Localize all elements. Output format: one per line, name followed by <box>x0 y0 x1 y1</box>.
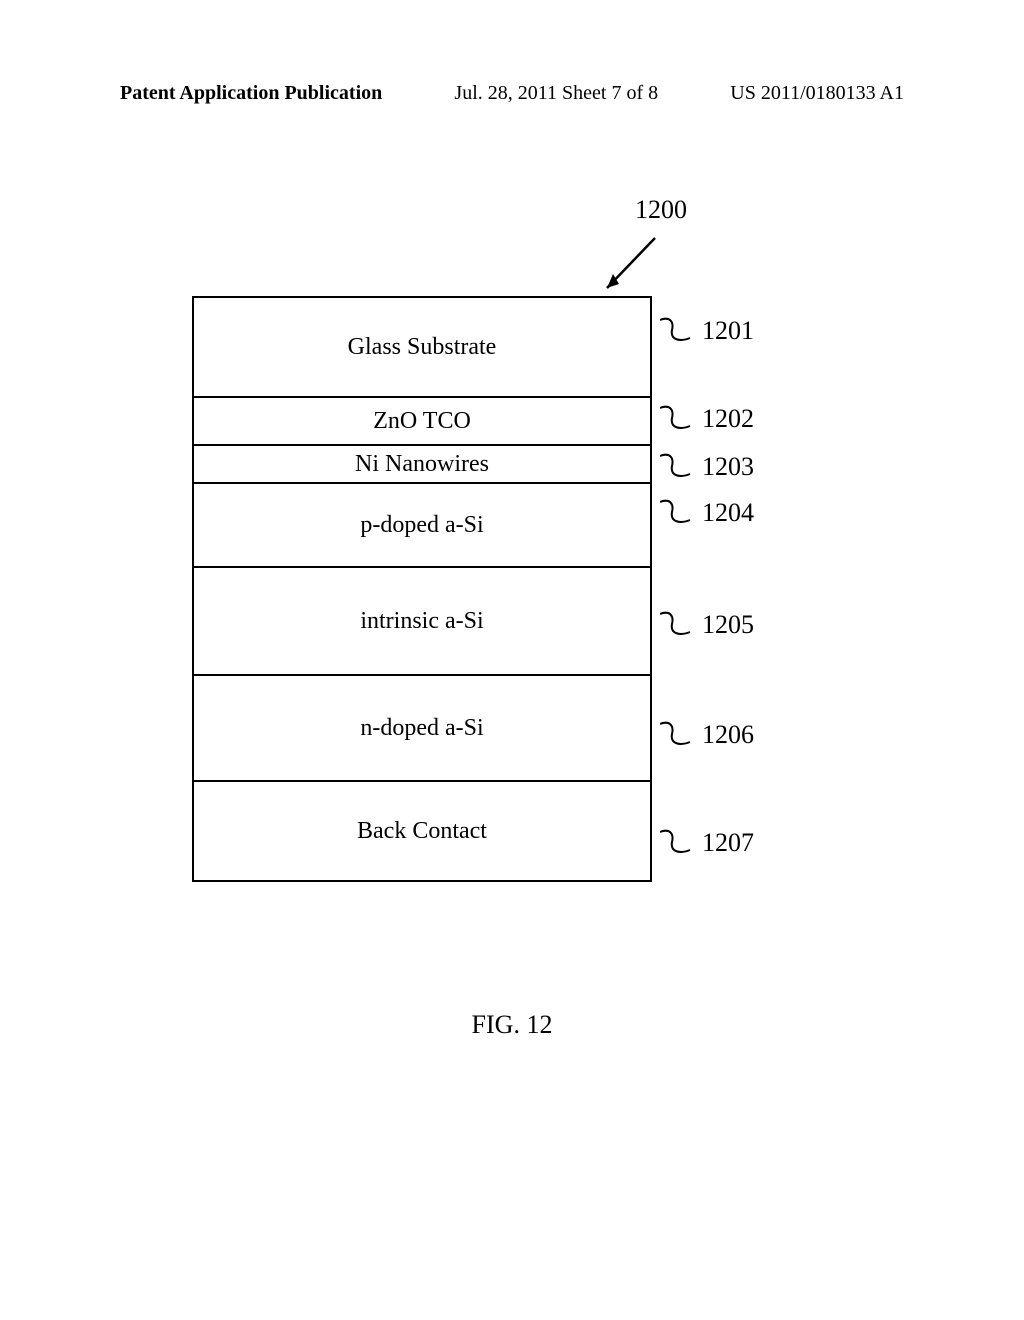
header-right: US 2011/0180133 A1 <box>730 82 904 105</box>
callout-leader-icon <box>660 826 700 860</box>
layer-reference-number: 1201 <box>702 316 754 346</box>
layer-reference-callout: 1203 <box>660 450 754 484</box>
layer-label: Ni Nanowires <box>355 451 489 478</box>
layer-reference-callout: 1206 <box>660 718 754 752</box>
layer-reference-number: 1204 <box>702 498 754 528</box>
page-header: Patent Application Publication Jul. 28, … <box>0 82 1024 105</box>
diagram-layer: p-doped a-Si <box>194 484 650 568</box>
layer-reference-number: 1205 <box>702 610 754 640</box>
reference-arrow-icon <box>595 230 675 300</box>
layer-reference-number: 1207 <box>702 828 754 858</box>
callout-leader-icon <box>660 450 700 484</box>
layer-reference-callout: 1202 <box>660 402 754 436</box>
layer-reference-number: 1206 <box>702 720 754 750</box>
assembly-reference-number: 1200 <box>635 195 687 225</box>
callout-leader-icon <box>660 402 700 436</box>
layer-reference-callout: 1205 <box>660 608 754 642</box>
layer-label: intrinsic a-Si <box>360 608 483 635</box>
callout-leader-icon <box>660 718 700 752</box>
layer-label: p-doped a-Si <box>360 512 483 539</box>
layer-reference-callout: 1204 <box>660 496 754 530</box>
layer-reference-number: 1202 <box>702 404 754 434</box>
figure-caption: FIG. 12 <box>0 1010 1024 1040</box>
layer-reference-number: 1203 <box>702 452 754 482</box>
layer-label: n-doped a-Si <box>360 715 483 742</box>
header-left: Patent Application Publication <box>120 82 382 105</box>
layer-label: ZnO TCO <box>373 408 471 435</box>
diagram-layer: Back Contact <box>194 782 650 882</box>
layer-stack-diagram: Glass Substrate ZnO TCO Ni Nanowires p-dope… <box>192 296 652 882</box>
diagram-layer: intrinsic a-Si <box>194 568 650 676</box>
layer-label: Glass Substrate <box>348 334 497 361</box>
callout-leader-icon <box>660 496 700 530</box>
header-center: Jul. 28, 2011 Sheet 7 of 8 <box>454 82 658 105</box>
callout-leader-icon <box>660 314 700 348</box>
layer-reference-callout: 1207 <box>660 826 754 860</box>
diagram-layer: n-doped a-Si <box>194 676 650 782</box>
layer-reference-callout: 1201 <box>660 314 754 348</box>
callout-leader-icon <box>660 608 700 642</box>
layer-label: Back Contact <box>357 818 487 845</box>
diagram-layer: Glass Substrate <box>194 298 650 398</box>
diagram-layer: ZnO TCO <box>194 398 650 446</box>
diagram-layer: Ni Nanowires <box>194 446 650 484</box>
